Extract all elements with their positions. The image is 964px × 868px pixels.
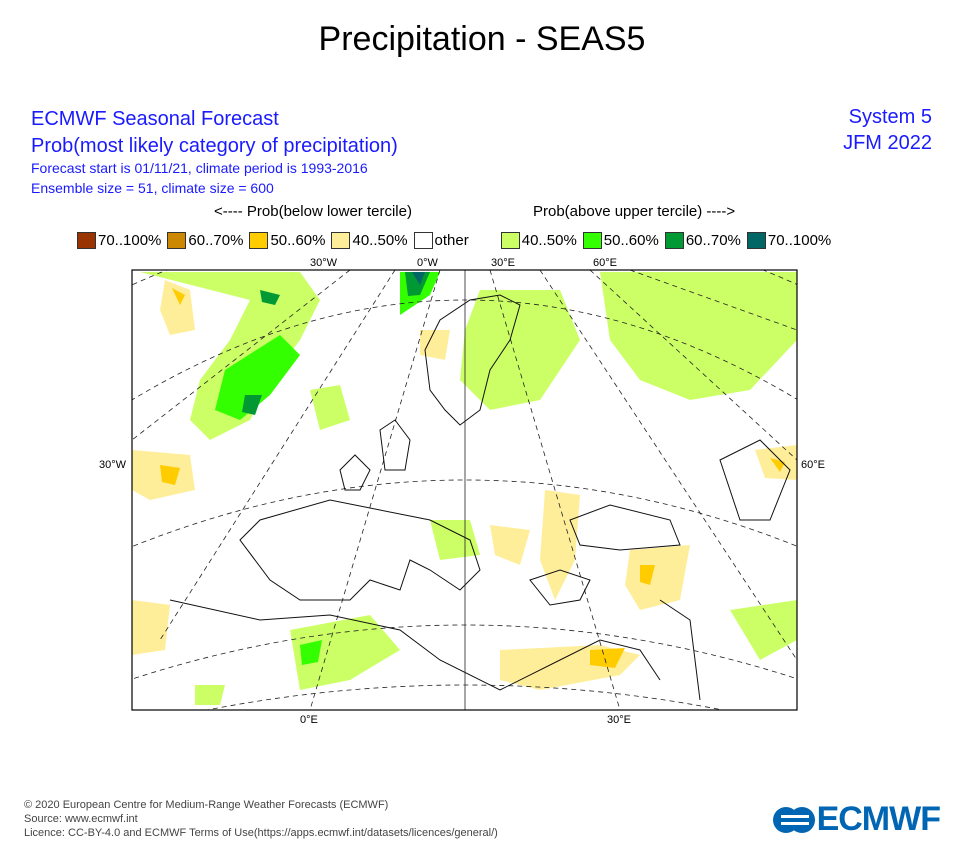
legend-swatch	[664, 232, 684, 249]
lon-tick-top: 30°E	[491, 257, 515, 269]
legend-swatch	[331, 232, 351, 249]
legend-label: 40..50%	[521, 232, 577, 249]
lon-tick-bottom: 0°E	[300, 714, 318, 726]
copyright-text: © 2020 European Centre for Medium-Range …	[24, 799, 389, 811]
lon-tick-top: 60°E	[593, 257, 617, 269]
legend-item: 50..60%	[249, 232, 325, 249]
legend-swatch	[249, 232, 269, 249]
legend-label: other	[434, 232, 469, 249]
subtitle-parameter: Prob(most likely category of precipitati…	[31, 135, 398, 157]
source-text: Source: www.ecmwf.int	[24, 813, 138, 825]
legend-item: 70..100%	[77, 232, 161, 249]
map-frame	[131, 269, 798, 711]
legend-label: 40..50%	[352, 232, 408, 249]
period-label: JFM 2022	[843, 132, 932, 154]
ecmwf-logo-icon	[772, 806, 815, 833]
legend-above-heading: Prob(above upper tercile) ---->	[533, 203, 736, 220]
legend-item: 70..100%	[746, 232, 832, 249]
system-label: System 5	[848, 106, 932, 128]
legend: 70..100% 60..70% 50..60% 40..50% other 40..50…	[77, 232, 837, 249]
ecmwf-logo: ECMWF	[771, 800, 941, 839]
legend-swatch	[413, 232, 433, 249]
lon-tick-left: 30°W	[99, 459, 127, 471]
legend-label: 50..60%	[603, 232, 659, 249]
legend-swatch	[746, 232, 766, 249]
lon-tick-right: 60°E	[801, 459, 825, 471]
legend-label: 60..70%	[685, 232, 741, 249]
lon-tick-top: 0°W	[417, 257, 438, 269]
legend-swatch	[167, 232, 187, 249]
page-title: Precipitation - SEAS5	[318, 20, 646, 58]
legend-item: 50..60%	[582, 232, 659, 249]
legend-swatch	[500, 232, 520, 249]
legend-label: 60..70%	[188, 232, 244, 249]
legend-swatch	[77, 232, 96, 249]
legend-below-heading: <---- Prob(below lower tercile)	[214, 203, 412, 220]
coastlines	[169, 294, 791, 701]
licence-text: Licence: CC-BY-4.0 and ECMWF Terms of Us…	[24, 827, 498, 839]
legend-item: 40..50%	[500, 232, 577, 249]
ecmwf-logo-text: ECMWF	[816, 800, 941, 838]
legend-swatch	[582, 232, 602, 249]
legend-item: 60..70%	[167, 232, 243, 249]
legend-label: 70..100%	[98, 232, 162, 249]
forecast-start-info: Forecast start is 01/11/21, climate peri…	[31, 160, 368, 176]
legend-label: 70..100%	[767, 232, 832, 249]
legend-item: 60..70%	[664, 232, 741, 249]
lon-tick-top: 30°W	[310, 257, 338, 269]
subtitle-product: ECMWF Seasonal Forecast	[31, 108, 279, 130]
legend-label: 50..60%	[270, 232, 326, 249]
lon-tick-bottom: 30°E	[607, 714, 631, 726]
ensemble-info: Ensemble size = 51, climate size = 600	[31, 180, 274, 196]
legend-item: other	[413, 232, 469, 249]
probability-areas	[132, 272, 797, 705]
legend-item: 40..50%	[331, 232, 408, 249]
graticule	[132, 270, 797, 710]
